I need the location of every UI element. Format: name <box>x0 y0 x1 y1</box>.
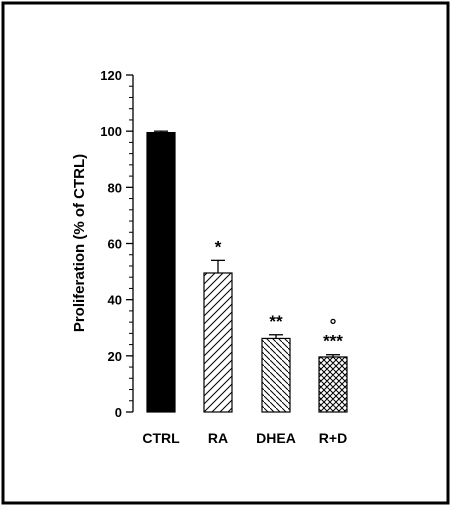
x-tick-label: RA <box>208 430 228 446</box>
y-tick-label: 20 <box>108 349 122 364</box>
bar <box>261 337 291 413</box>
x-tick-label: CTRL <box>142 430 180 446</box>
bar <box>146 131 176 413</box>
x-tick-labels: CTRL RA DHEA R+D <box>142 430 347 446</box>
y-axis-label: Proliferation (% of CTRL) <box>71 154 88 332</box>
y-tick-label: 80 <box>108 180 122 195</box>
significance-marker: *** <box>323 332 343 351</box>
x-tick-label: DHEA <box>256 430 296 446</box>
significance-marker: * <box>215 237 222 256</box>
y-axis: 0 20 40 60 80 100 120 <box>100 68 134 420</box>
y-tick-label: 100 <box>100 124 122 139</box>
y-tick-label: 120 <box>100 68 122 83</box>
y-tick-label: 0 <box>115 405 122 420</box>
significance-marker: ** <box>269 312 283 331</box>
x-tick-label: R+D <box>319 430 347 446</box>
secondary-significance-marker: ° <box>330 316 337 335</box>
bar <box>318 356 348 413</box>
y-tick-label: 40 <box>108 293 122 308</box>
bars: ******° <box>146 130 348 413</box>
y-tick-label: 60 <box>108 237 122 252</box>
bar <box>203 272 233 413</box>
